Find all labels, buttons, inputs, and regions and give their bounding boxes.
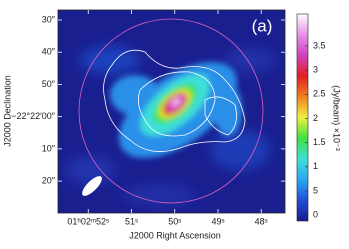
colorbar-label: (Jy/beam) ×10⁻³ bbox=[332, 85, 342, 151]
x-tick-label: 48ˢ bbox=[255, 216, 268, 226]
x-axis-label: J2000 Right Ascension bbox=[129, 230, 221, 240]
x-tick-label: 01ʰ02ᵐ52ˢ bbox=[67, 216, 109, 226]
colorbar-tick-label: 3 bbox=[313, 64, 318, 74]
colorbar-tick-label: 2 bbox=[313, 113, 318, 123]
x-tick-label: 51ˢ bbox=[125, 216, 138, 226]
colorbar-tick-label: 2.5 bbox=[313, 89, 326, 99]
image-frame bbox=[57, 9, 286, 214]
y-tick-label: −22°22′00″ bbox=[11, 111, 56, 121]
radio-image: (a) bbox=[58, 10, 285, 213]
y-tick-label: 10″ bbox=[42, 143, 56, 153]
y-tick-label: 20″ bbox=[42, 175, 56, 185]
colorbar-tick-label: 1 bbox=[313, 161, 318, 171]
colorbar bbox=[296, 13, 309, 222]
x-tick-label: 49ˢ bbox=[211, 216, 224, 226]
chart: (a) J2000 Right Ascension J2000 Declinat… bbox=[2, 9, 342, 240]
colorbar-tick-label: 5 bbox=[313, 185, 318, 195]
x-tick-label: 50ˢ bbox=[168, 216, 181, 226]
panel-label: (a) bbox=[252, 16, 273, 35]
y-tick-label: 30″ bbox=[42, 14, 56, 24]
colorbar-tick-label: 3.5 bbox=[313, 40, 326, 50]
y-tick-label: 50″ bbox=[42, 79, 56, 89]
colorbar-tick-label: 1.5 bbox=[313, 137, 326, 147]
y-tick-label: 40″ bbox=[42, 47, 56, 57]
colorbar-tick-label: 0 bbox=[313, 210, 318, 220]
y-axis-label: J2000 Declination bbox=[2, 75, 12, 147]
